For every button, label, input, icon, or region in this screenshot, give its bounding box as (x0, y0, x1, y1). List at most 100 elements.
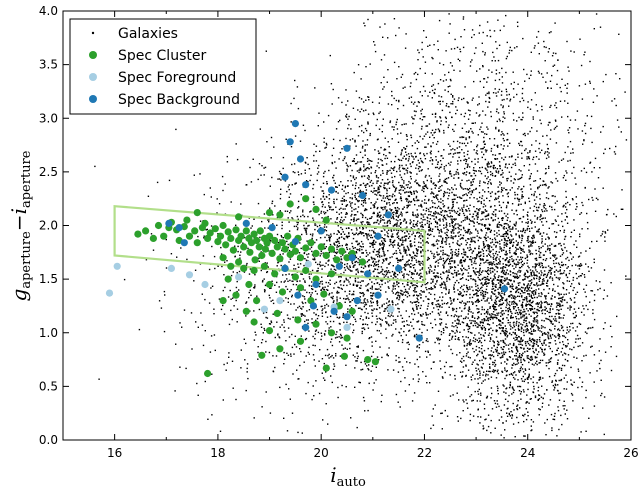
galaxy-point (501, 292, 503, 294)
galaxy-point (503, 312, 505, 315)
galaxy-point (530, 252, 532, 254)
galaxy-point (454, 184, 456, 186)
galaxy-point (527, 388, 529, 391)
galaxy-point (566, 329, 569, 331)
galaxy-point (559, 297, 561, 299)
galaxy-point (517, 307, 519, 309)
galaxy-point (398, 292, 400, 294)
galaxy-point (299, 263, 302, 265)
galaxy-point (205, 229, 207, 231)
galaxy-point (516, 312, 518, 314)
galaxy-point (340, 276, 342, 278)
galaxy-point (524, 149, 526, 152)
galaxy-point (487, 313, 489, 315)
galaxy-point (518, 343, 520, 346)
galaxy-point (511, 386, 514, 388)
galaxy-point (434, 187, 436, 189)
galaxy-point (494, 363, 497, 366)
galaxy-point (474, 236, 476, 239)
galaxy-point (355, 208, 357, 210)
galaxy-point (491, 392, 493, 395)
galaxy-point (577, 265, 579, 267)
galaxy-point (406, 167, 409, 169)
galaxy-point (445, 361, 447, 364)
galaxy-point (468, 249, 470, 252)
galaxy-point (454, 266, 457, 269)
galaxy-point (379, 256, 381, 258)
galaxy-point (569, 297, 572, 300)
galaxy-point (435, 195, 437, 197)
galaxy-point (336, 198, 338, 201)
galaxy-point (494, 365, 496, 367)
galaxy-point (365, 285, 367, 287)
galaxy-point (532, 324, 534, 326)
galaxy-point (440, 258, 442, 260)
galaxy-point (501, 314, 504, 316)
galaxy-point (395, 209, 397, 211)
galaxy-point (503, 223, 506, 225)
galaxy-point (535, 203, 537, 205)
galaxy-point (557, 304, 560, 306)
galaxy-point (366, 237, 368, 239)
galaxy-point (308, 224, 310, 227)
galaxy-point (545, 238, 547, 240)
galaxy-point (541, 293, 543, 295)
galaxy-point (355, 256, 358, 259)
galaxy-point (452, 221, 454, 223)
galaxy-point (466, 324, 469, 326)
galaxy-point (403, 291, 405, 293)
galaxy-point (440, 250, 442, 252)
galaxy-point (378, 252, 380, 254)
galaxy-point (343, 237, 345, 240)
galaxy-point (263, 213, 266, 215)
galaxy-point (302, 214, 304, 216)
galaxy-point (377, 255, 379, 258)
galaxy-point (425, 271, 428, 273)
galaxy-point (320, 186, 322, 188)
galaxy-point (463, 227, 465, 230)
galaxy-point (487, 191, 490, 193)
galaxy-point (420, 315, 422, 317)
galaxy-point (518, 262, 520, 264)
galaxy-point (534, 284, 536, 286)
galaxy-point (568, 331, 570, 333)
galaxy-point (520, 316, 522, 318)
galaxy-point (443, 194, 445, 196)
galaxy-point (355, 320, 357, 323)
galaxy-point (532, 311, 534, 313)
galaxy-point (407, 281, 409, 283)
galaxy-point (508, 412, 510, 415)
galaxy-point (482, 425, 484, 427)
galaxy-point (481, 352, 483, 355)
galaxy-point (333, 251, 335, 253)
galaxy-point (373, 211, 375, 214)
galaxy-point (482, 334, 485, 336)
galaxy-point (494, 241, 497, 244)
galaxy-point (555, 313, 558, 315)
galaxy-point (569, 326, 571, 328)
galaxy-point (537, 309, 539, 312)
galaxy-point (315, 319, 317, 322)
galaxy-point (500, 409, 502, 412)
galaxy-point (508, 373, 511, 376)
galaxy-point (401, 208, 404, 210)
galaxy-point (566, 222, 569, 224)
galaxy-point (453, 284, 455, 286)
galaxy-point (417, 249, 419, 251)
galaxy-point (460, 259, 462, 262)
galaxy-point (499, 248, 501, 250)
galaxy-point (509, 230, 511, 233)
galaxy-point (324, 236, 326, 239)
galaxy-point (328, 206, 331, 208)
galaxy-point (502, 318, 504, 320)
galaxy-point (469, 340, 471, 343)
galaxy-point (501, 276, 503, 278)
galaxy-point (351, 293, 353, 296)
galaxy-point (616, 315, 618, 318)
galaxy-point (370, 234, 372, 236)
galaxy-point (511, 367, 513, 369)
galaxy-point (570, 366, 572, 369)
galaxy-point (478, 332, 480, 334)
galaxy-point (528, 348, 530, 350)
galaxy-point (562, 177, 565, 179)
